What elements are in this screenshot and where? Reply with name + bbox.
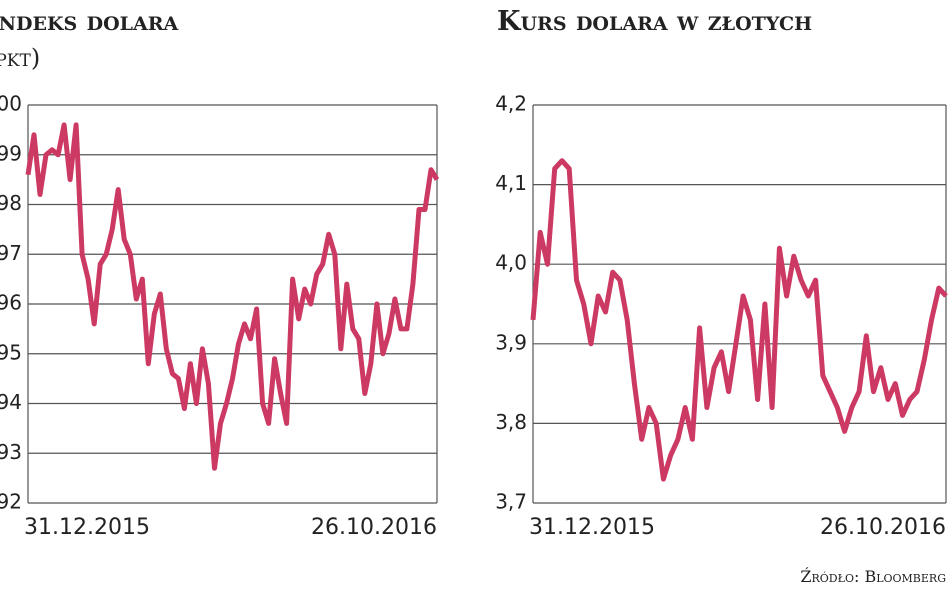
y-tick-label: 3,8	[495, 410, 527, 434]
x-tick-label: 31.12.2015	[24, 515, 150, 540]
y-tick-label: 99	[0, 141, 22, 165]
source: Źródło: Bloomberg	[800, 566, 946, 586]
data-line	[25, 122, 440, 471]
x-tick-label: 31.12.2015	[529, 515, 655, 540]
y-tick-label: 4,1	[495, 171, 527, 195]
y-tick-label: 92	[0, 490, 22, 514]
data-line	[530, 158, 948, 482]
chart-title: Kurs dolara w złotych	[497, 6, 812, 37]
y-tick-label: 100	[0, 92, 22, 116]
y-tick-label: 94	[0, 390, 22, 414]
y-tick-label: 95	[0, 340, 22, 364]
y-tick-label: 3,9	[495, 330, 527, 354]
y-tick-label: 4,0	[495, 251, 527, 275]
y-tick-label: 97	[0, 241, 22, 265]
y-tick-label: 98	[0, 191, 22, 215]
y-tick-label: 3,7	[495, 490, 527, 514]
y-tick-label: 4,2	[495, 92, 527, 116]
y-tick-label: 93	[0, 440, 22, 464]
x-tick-label: 26.10.2016	[820, 515, 946, 540]
chart-title: Indeks dolara	[0, 6, 179, 37]
y-tick-label: 96	[0, 291, 22, 315]
x-tick-label: 26.10.2016	[311, 515, 437, 540]
chart-subtitle: (pkt)	[0, 44, 40, 72]
